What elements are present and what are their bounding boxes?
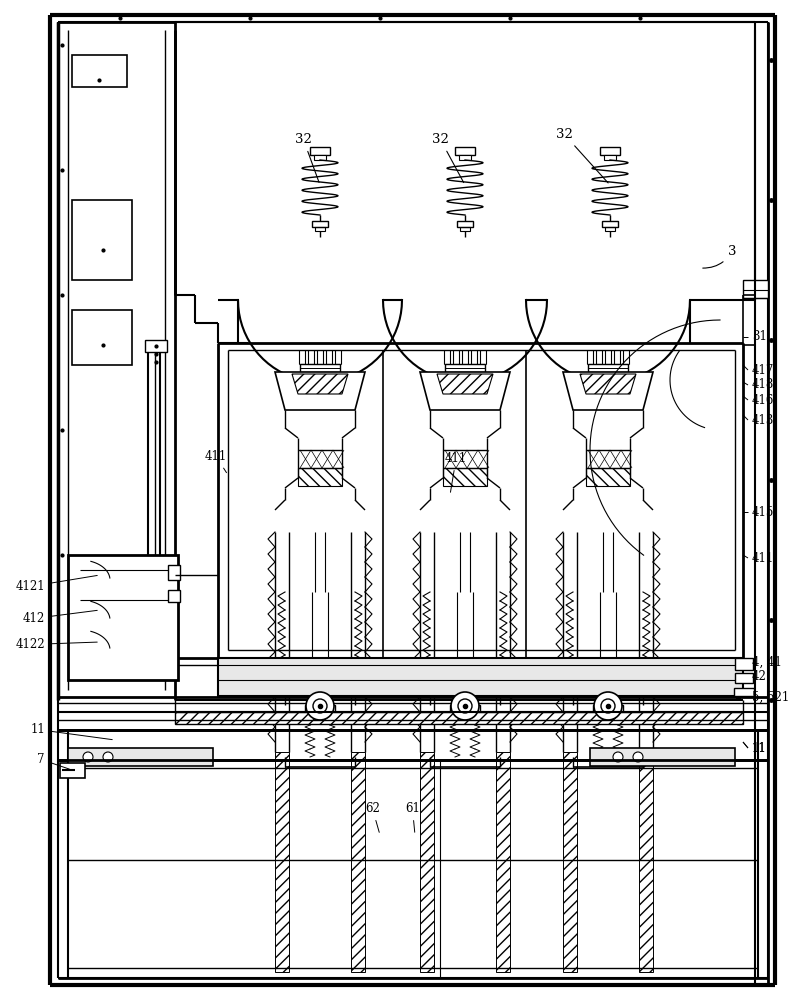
Bar (459, 155, 471, 160)
Text: 11: 11 (752, 742, 766, 754)
Bar (300, 364, 340, 372)
Bar (735, 673, 753, 683)
Bar (563, 752, 577, 972)
Bar (593, 705, 623, 717)
Bar (275, 752, 289, 972)
Polygon shape (437, 374, 493, 394)
Bar (312, 221, 328, 227)
Bar (68, 555, 178, 680)
Circle shape (83, 752, 93, 762)
Text: 417: 417 (752, 363, 775, 376)
Polygon shape (275, 372, 365, 410)
Bar (590, 748, 735, 766)
Text: 11: 11 (30, 723, 112, 740)
Bar (455, 147, 475, 155)
Text: 416: 416 (752, 393, 775, 406)
Text: 11: 11 (752, 742, 766, 754)
Bar (743, 280, 768, 298)
Circle shape (313, 699, 327, 713)
Circle shape (306, 692, 334, 720)
Text: 32: 32 (432, 133, 464, 183)
Bar (445, 364, 485, 372)
Text: 4121: 4121 (15, 575, 97, 593)
Bar (586, 468, 630, 486)
Circle shape (103, 752, 113, 762)
Bar (298, 468, 342, 486)
Bar (460, 227, 470, 231)
Bar (60, 763, 85, 778)
Circle shape (601, 699, 615, 713)
Bar (315, 227, 325, 231)
Bar (734, 688, 754, 696)
Polygon shape (292, 374, 348, 394)
Bar (72, 55, 127, 87)
Bar (68, 748, 213, 766)
Bar (72, 310, 132, 365)
Bar (351, 752, 365, 972)
Bar (457, 221, 473, 227)
Text: 7: 7 (37, 753, 70, 769)
Bar (735, 658, 753, 670)
Bar (496, 752, 510, 972)
Text: 411: 411 (445, 452, 467, 492)
Bar (298, 450, 342, 468)
Text: 411: 411 (205, 450, 227, 473)
Text: 418: 418 (752, 378, 775, 391)
Text: 415: 415 (752, 506, 775, 518)
Circle shape (458, 699, 472, 713)
Circle shape (633, 752, 643, 762)
Text: 411: 411 (752, 552, 775, 564)
Polygon shape (563, 372, 653, 410)
Bar (420, 752, 434, 972)
Text: 413: 413 (752, 414, 775, 426)
Bar (600, 147, 620, 155)
Polygon shape (420, 372, 510, 410)
Text: 4, 41: 4, 41 (752, 656, 782, 668)
Bar (443, 468, 487, 486)
Text: 42: 42 (752, 670, 767, 684)
Text: 61: 61 (405, 802, 420, 832)
Bar (145, 340, 167, 352)
Text: 412: 412 (23, 610, 97, 625)
Text: 31: 31 (752, 330, 767, 344)
Text: 5, 521: 5, 521 (752, 690, 789, 704)
Polygon shape (580, 374, 636, 394)
Circle shape (451, 692, 479, 720)
Bar (310, 147, 330, 155)
Text: 3: 3 (703, 245, 736, 268)
Bar (602, 221, 618, 227)
Circle shape (594, 692, 622, 720)
Circle shape (613, 752, 623, 762)
Bar (586, 450, 630, 468)
Bar (588, 364, 628, 372)
Bar (168, 590, 180, 602)
Text: 32: 32 (295, 133, 319, 182)
Text: 4122: 4122 (15, 638, 97, 651)
Bar (168, 565, 180, 580)
Bar (443, 450, 487, 468)
Bar (450, 705, 480, 717)
Bar (639, 752, 653, 972)
Text: 32: 32 (556, 128, 608, 183)
Bar (175, 712, 743, 724)
Bar (305, 705, 335, 717)
Bar (314, 155, 326, 160)
Bar (72, 200, 132, 280)
Bar (604, 155, 616, 160)
Bar (605, 227, 615, 231)
Bar (218, 658, 743, 696)
Text: 62: 62 (365, 802, 380, 832)
